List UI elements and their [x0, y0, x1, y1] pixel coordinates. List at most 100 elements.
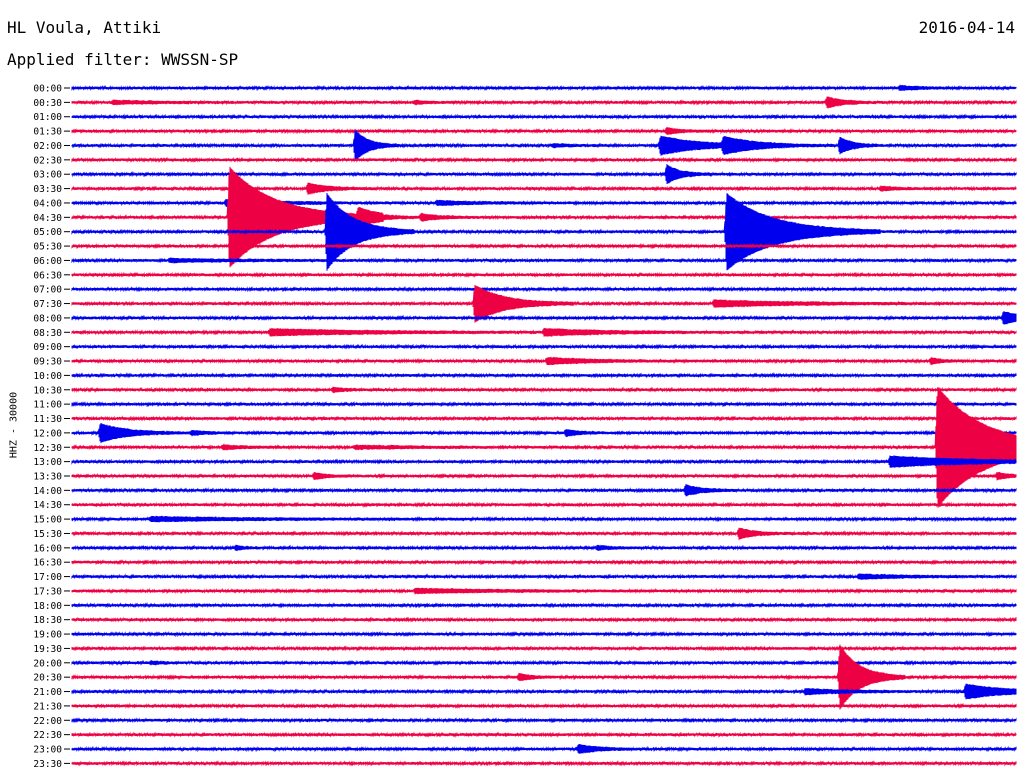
- row-time-label: 05:30: [33, 242, 62, 253]
- trace-row-2030: [71, 644, 1017, 710]
- trace-row-0530: [71, 242, 1017, 250]
- row-time-label: 22:30: [33, 730, 62, 741]
- row-time-label: 01:30: [33, 127, 62, 138]
- date-label: 2016-04-14: [918, 18, 1015, 37]
- trace-row-0400: [71, 198, 1017, 208]
- trace-row-2330: [71, 760, 1017, 767]
- trace-row-1830: [71, 616, 1017, 623]
- row-time-label: 17:00: [33, 572, 62, 583]
- trace-row-1030: [71, 386, 1017, 394]
- row-time-label: 07:30: [33, 299, 62, 310]
- trace-row-0630: [71, 271, 1017, 279]
- row-time-label: 19:00: [33, 630, 62, 641]
- trace-row-2300: [71, 743, 1017, 754]
- row-time-label: 03:30: [33, 184, 62, 195]
- row-time-label: 08:30: [33, 328, 62, 339]
- row-time-label: 17:30: [33, 586, 62, 597]
- trace-row-1200: [71, 422, 1017, 444]
- trace-row-1730: [71, 587, 1017, 595]
- row-time-label: 09:30: [33, 357, 62, 368]
- row-time-label: 07:00: [33, 285, 62, 296]
- row-time-label: 13:30: [33, 471, 62, 482]
- row-time-label: 19:30: [33, 644, 62, 655]
- trace-row-1500: [71, 515, 1017, 523]
- trace-row-1700: [71, 573, 1017, 580]
- trace-row-0030: [71, 96, 1017, 109]
- row-time-label: 09:00: [33, 342, 62, 353]
- trace-row-1000: [71, 372, 1017, 379]
- row-time-label: 23:30: [33, 759, 62, 770]
- trace-row-0500: [71, 192, 1017, 271]
- row-time-label: 06:00: [33, 256, 62, 267]
- trace-row-0130: [71, 126, 1017, 135]
- row-time-label: 12:30: [33, 443, 62, 454]
- row-time-label: 04:00: [33, 198, 62, 209]
- trace-row-1430: [71, 501, 1017, 508]
- trace-row-2230: [71, 731, 1017, 738]
- row-time-label: 00:30: [33, 98, 62, 109]
- row-time-label: 16:00: [33, 543, 62, 554]
- row-time-label: 22:00: [33, 716, 62, 727]
- trace-row-0700: [71, 285, 1017, 293]
- row-time-label: 18:00: [33, 601, 62, 612]
- time-axis: 00:00 00:30 01:00 01:30 02:00 02:30 03:00 03:30…: [33, 84, 70, 770]
- row-time-label: 10:00: [33, 371, 62, 382]
- trace-row-1930: [71, 645, 1017, 652]
- trace-row-1400: [71, 484, 1017, 497]
- filter-label: Applied filter: WWSSN-SP: [7, 50, 239, 69]
- trace-row-0000: [71, 84, 1017, 92]
- trace-row-0430: [71, 166, 1017, 268]
- row-time-label: 01:00: [33, 112, 62, 123]
- row-time-label: 23:00: [33, 745, 62, 756]
- trace-row-1300: [71, 455, 1017, 468]
- trace-row-0600: [71, 257, 1017, 264]
- trace-row-0900: [71, 343, 1017, 350]
- trace-row-1130: [71, 415, 1017, 422]
- row-time-label: 20:30: [33, 673, 62, 684]
- row-time-label: 21:00: [33, 687, 62, 698]
- row-time-label: 20:00: [33, 658, 62, 669]
- trace-row-1530: [71, 527, 1017, 540]
- row-time-label: 15:30: [33, 529, 62, 540]
- row-time-label: 11:30: [33, 414, 62, 425]
- row-time-label: 13:00: [33, 457, 62, 468]
- row-time-label: 11:00: [33, 400, 62, 411]
- trace-row-1630: [71, 558, 1017, 566]
- row-time-label: 03:00: [33, 170, 62, 181]
- row-time-label: 15:00: [33, 515, 62, 526]
- trace-row-2100: [71, 683, 1017, 700]
- trace-row-1900: [71, 630, 1017, 638]
- row-time-label: 16:30: [33, 558, 62, 569]
- row-time-label: 10:30: [33, 385, 62, 396]
- trace-row-0230: [71, 156, 1017, 164]
- row-time-label: 14:00: [33, 486, 62, 497]
- trace-row-1100: [71, 400, 1017, 408]
- trace-row-0100: [71, 113, 1017, 121]
- row-time-label: 06:30: [33, 270, 62, 281]
- row-time-label: 05:00: [33, 227, 62, 238]
- row-time-label: 04:30: [33, 213, 62, 224]
- trace-row-2130: [71, 702, 1017, 710]
- trace-row-2200: [71, 716, 1017, 724]
- station-title: HL Voula, Attiki: [7, 18, 162, 37]
- trace-row-0200: [71, 130, 1017, 161]
- row-time-label: 12:00: [33, 428, 62, 439]
- trace-row-0930: [71, 356, 1017, 366]
- trace-row-0330: [71, 182, 1017, 195]
- trace-row-0800: [71, 311, 1017, 325]
- trace-row-1600: [71, 544, 1017, 552]
- row-time-label: 18:30: [33, 615, 62, 626]
- row-time-label: 21:30: [33, 701, 62, 712]
- trace-row-1800: [71, 602, 1017, 609]
- trace-row-0300: [71, 163, 1017, 185]
- trace-row-1330: [71, 471, 1017, 481]
- row-time-label: 08:00: [33, 313, 62, 324]
- trace-row-0830: [71, 327, 1017, 337]
- trace-row-0730: [71, 284, 1017, 323]
- trace-row-1230: [71, 387, 1017, 508]
- row-time-label: 02:00: [33, 141, 62, 152]
- trace-layer: [71, 84, 1017, 767]
- row-time-label: 14:30: [33, 500, 62, 511]
- trace-row-2000: [71, 659, 1017, 667]
